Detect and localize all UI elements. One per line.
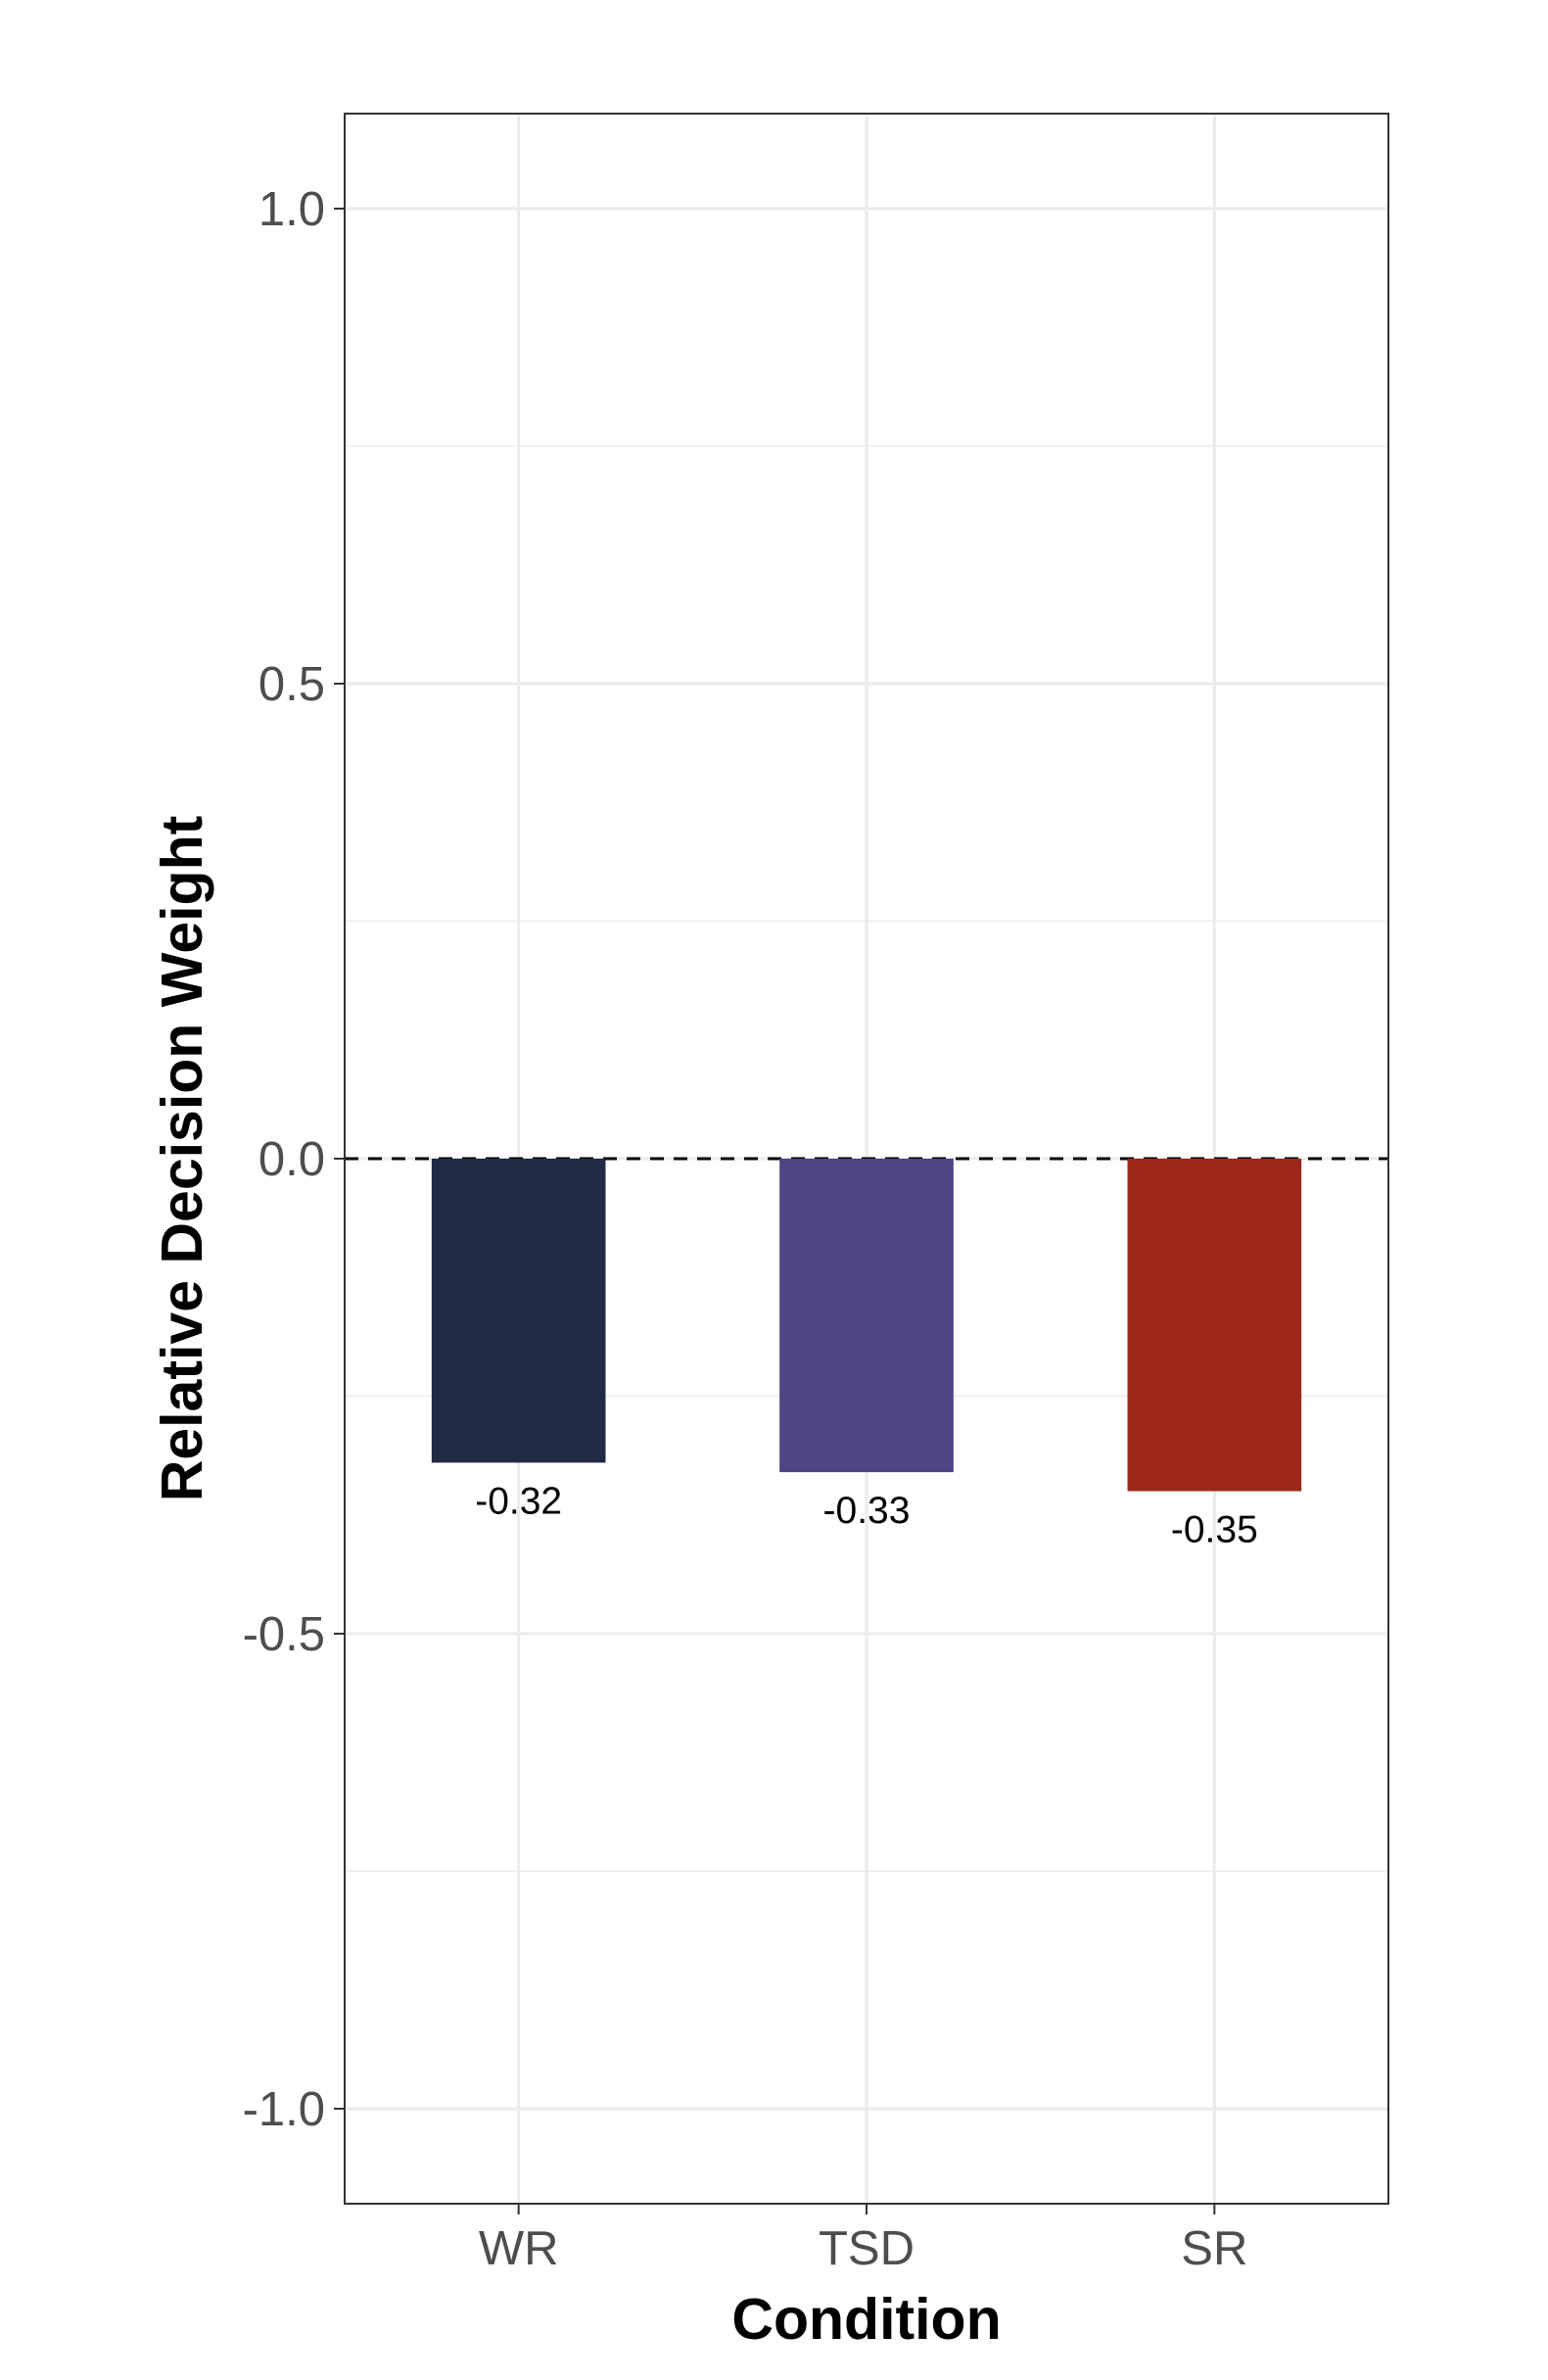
bar-value-label: -0.32 (475, 1480, 562, 1522)
y-axis: 1.0 0.5 0.0 -0.5 -1.0 (243, 183, 345, 2136)
bar-wr (431, 1159, 606, 1463)
y-axis-title: Relative Decision Weight (150, 816, 214, 1502)
y-tick-label: -1.0 (243, 2083, 325, 2136)
y-tick-label: 1.0 (258, 183, 325, 236)
x-tick-label: TSD (819, 2222, 915, 2275)
bar-value-labels: -0.32 -0.33 -0.35 (475, 1480, 1258, 1550)
x-axis-title: Condition (731, 2287, 1001, 2352)
bar-tsd (779, 1159, 954, 1473)
x-axis: WR TSD SR (479, 2204, 1247, 2275)
bar-value-label: -0.35 (1171, 1509, 1258, 1551)
y-tick-label: 0.0 (258, 1133, 325, 1186)
bar-sr (1127, 1159, 1302, 1492)
y-tick-label: 0.5 (258, 658, 325, 711)
bars (431, 1159, 1302, 1492)
bar-value-label: -0.33 (823, 1490, 911, 1532)
y-tick-label: -0.5 (243, 1608, 325, 1661)
x-tick-label: SR (1181, 2222, 1247, 2275)
x-tick-label: WR (479, 2222, 559, 2275)
